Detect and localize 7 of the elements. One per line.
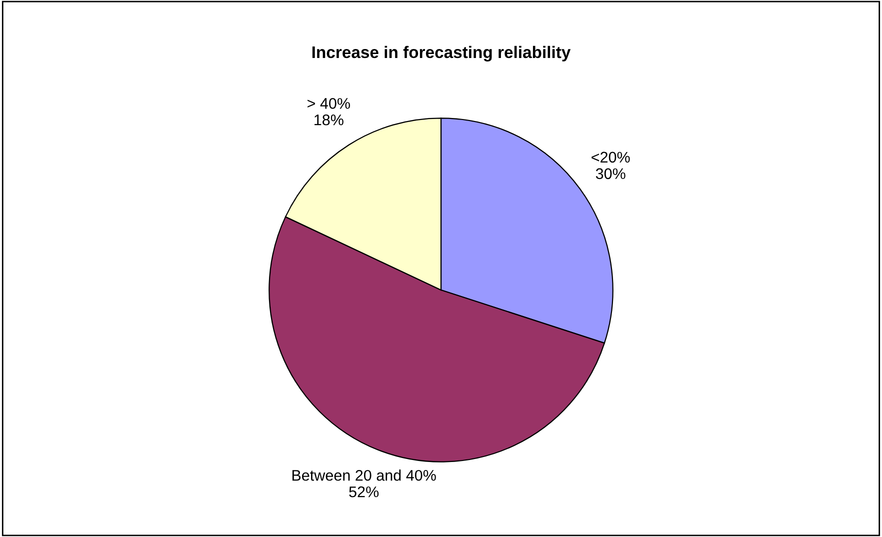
- data-label: 52%: [349, 486, 379, 498]
- slice-label: > 40%: [308, 98, 350, 109]
- data-label: 18%: [314, 114, 344, 126]
- slice-label: <20%: [592, 152, 630, 163]
- chart-title: Increase in forecasting reliability: [312, 46, 571, 62]
- data-label: 30%: [596, 168, 626, 180]
- slice-label: Between 20 and 40%: [292, 470, 436, 481]
